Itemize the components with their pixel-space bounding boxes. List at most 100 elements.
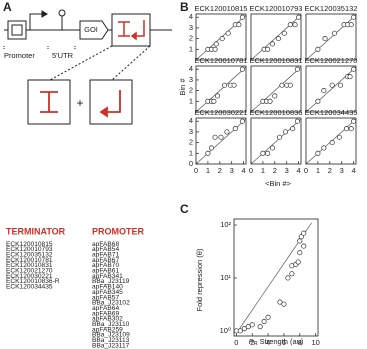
promoter-name: apFAB140 <box>92 284 123 291</box>
plot-frame <box>305 13 357 61</box>
data-point <box>329 82 335 88</box>
data-point <box>265 314 271 320</box>
y-tick-label: 1 <box>189 96 193 105</box>
data-point <box>301 230 307 236</box>
terminator-name: ECK120010836-R <box>6 278 60 285</box>
data-point <box>241 326 247 332</box>
data-point <box>275 36 281 42</box>
data-point <box>294 118 300 124</box>
terminator-name: ECK120030221 <box>6 273 53 280</box>
x-tick-label: 1 <box>316 166 320 175</box>
y-tick-label: 1 <box>189 148 193 157</box>
y-tick-label: 10¹ <box>220 273 231 282</box>
x-tick-label: 1 <box>206 166 210 175</box>
data-point <box>287 22 293 28</box>
identity-line <box>195 118 247 165</box>
data-point <box>236 22 242 28</box>
data-point <box>337 82 344 88</box>
data-point <box>301 243 307 249</box>
identity-line <box>250 118 302 165</box>
data-point <box>269 145 275 151</box>
x-tick-label: 0 <box>194 166 198 175</box>
plot-frame <box>305 65 357 113</box>
y-tick-label: 3 <box>189 75 193 84</box>
data-point <box>212 134 218 140</box>
data-point <box>212 46 218 52</box>
y-tick-label: 4 <box>189 12 193 21</box>
y-tick-label: 4 <box>189 64 193 73</box>
plot-frame <box>195 65 247 113</box>
data-point <box>260 150 266 156</box>
region-label: Promoter <box>4 51 35 60</box>
y-tick-label: 3 <box>189 23 193 32</box>
promoter-name: BBa_J23110 <box>92 321 130 328</box>
y-tick-label: 4 <box>189 116 193 125</box>
identity-line <box>250 14 302 61</box>
data-point <box>315 46 321 52</box>
data-point <box>297 250 303 256</box>
x-label-text: Strength (au) <box>260 337 304 346</box>
data-point <box>329 140 335 146</box>
data-point <box>279 82 285 88</box>
data-point <box>225 30 231 36</box>
data-point <box>289 271 295 277</box>
promoter-name: apFAB67 <box>92 257 119 264</box>
identity-line <box>195 66 247 113</box>
promoter-name: apFAB68 <box>92 241 119 248</box>
plot-title: ECK120021270 <box>305 56 358 65</box>
terminator-name: ECK120010815 <box>6 241 53 248</box>
list-title: TERMINATOR <box>6 226 66 236</box>
data-point <box>292 22 298 28</box>
plot-title: ECK120035132 <box>305 4 358 13</box>
promoter-name: BBa_J23102 <box>92 300 130 307</box>
panel-label: B <box>180 0 189 14</box>
plot-frame <box>250 117 302 165</box>
x-tick-label: 10 <box>311 338 319 347</box>
data-point <box>351 118 357 124</box>
promoter-name: apFAB57 <box>92 294 119 301</box>
data-point <box>214 93 220 99</box>
x-tick-label: 2 <box>218 166 222 175</box>
plot-title: ECK120034435 <box>305 108 358 117</box>
x-tick-label: 3 <box>230 166 234 175</box>
x-tick-label: 8 <box>298 338 302 347</box>
x-label-subscript: R <box>254 341 258 347</box>
y-tick-label: 2 <box>189 138 193 147</box>
data-point <box>224 129 230 135</box>
x-tick-label: 3 <box>285 166 289 175</box>
panel-label: A <box>3 0 12 14</box>
data-point <box>239 14 245 20</box>
terminator-name: ECK120010781 <box>6 257 53 264</box>
plot-frame <box>305 117 357 165</box>
promoter-name: apFAB341 <box>92 273 123 280</box>
data-point <box>336 134 342 140</box>
plot-frame <box>250 13 302 61</box>
data-point <box>249 322 255 328</box>
data-point <box>265 150 271 156</box>
y-tick-label: 0 <box>189 159 193 168</box>
identity-line <box>250 66 302 113</box>
data-point <box>239 66 245 72</box>
data-point <box>269 41 275 47</box>
promoter-name: BBa_J23113 <box>92 337 130 344</box>
plot-title: ECK120030221 <box>195 108 248 117</box>
x-tick-label: 2 <box>328 166 332 175</box>
y-axis-label: Fold repression (θ) <box>195 248 204 311</box>
x-tick-label: 2 <box>250 338 254 347</box>
data-point <box>222 82 228 88</box>
terminator-name: ECK120021270 <box>6 268 53 275</box>
data-point <box>282 129 289 135</box>
promoter-name: apFAB64 <box>92 305 119 312</box>
y-tick-label: 2 <box>189 34 193 43</box>
data-point <box>261 319 267 325</box>
x-tick-label: 1 <box>261 166 265 175</box>
terminator-name: ECK120035132 <box>6 251 53 258</box>
data-point <box>213 41 219 47</box>
list-title: PROMOTER <box>92 226 145 236</box>
data-point <box>343 126 350 132</box>
x-tick-label: 4 <box>242 166 246 175</box>
data-point <box>297 238 303 244</box>
x-tick-label: 4 <box>297 166 301 175</box>
data-point <box>281 30 287 36</box>
